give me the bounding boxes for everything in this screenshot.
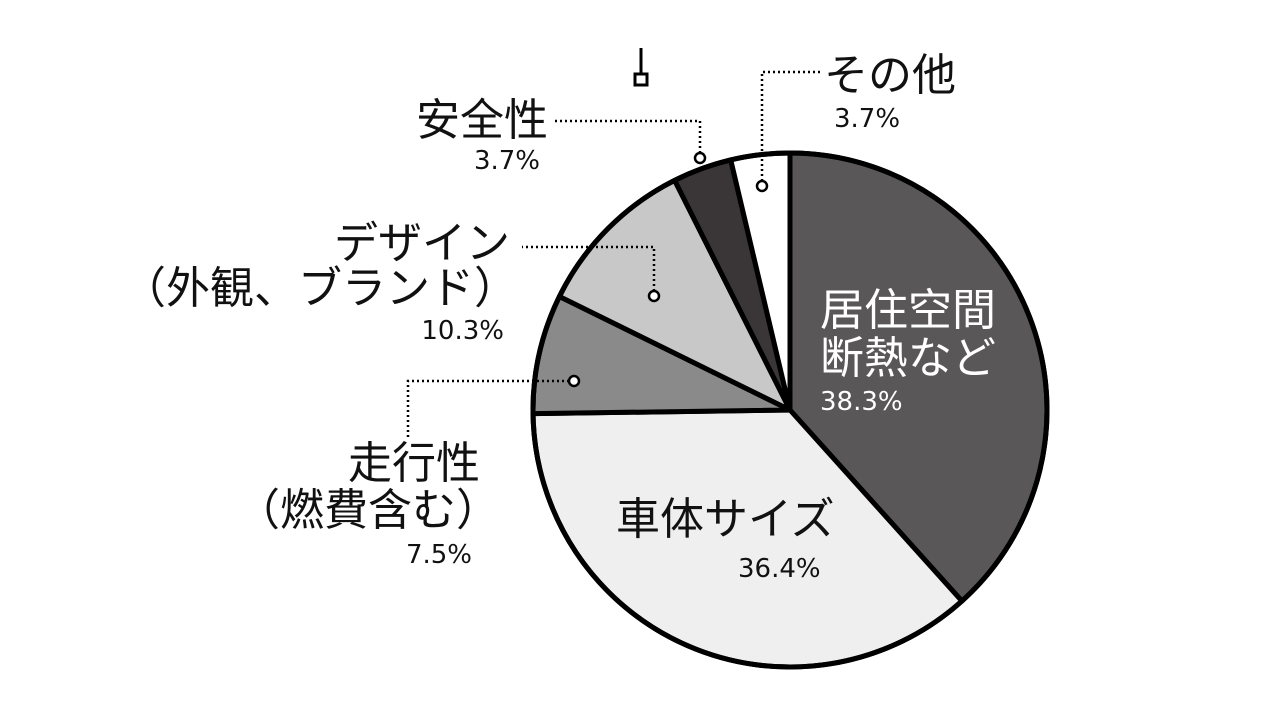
slice-label-design-line1: デザイン: [334, 218, 510, 269]
slice-label-body-size: 車体サイズ: [616, 494, 835, 545]
slice-value-safety: 3.7%: [474, 146, 540, 176]
leader-dot-design: [647, 289, 661, 303]
slice-label-driving-line1: 走行性: [348, 438, 480, 489]
small-mark: [633, 48, 649, 87]
leader-dot-safety: [693, 151, 707, 165]
slice-labels: 居住空間 断熱など 38.3% 車体サイズ 36.4% 走行性 （燃費含む） 7…: [122, 50, 996, 584]
slice-label-living-line2: 断熱など: [820, 333, 996, 384]
slice-value-driving: 7.5%: [406, 540, 472, 570]
leader-line-design: [522, 245, 656, 296]
leader-dot-driving: [567, 374, 581, 388]
slice-label-living-line1: 居住空間: [820, 285, 996, 336]
leader-lines: [406, 70, 820, 438]
leader-line-driving: [406, 379, 574, 438]
slice-value-living: 38.3%: [820, 387, 903, 417]
pie-outline: [530, 150, 1050, 670]
slice-label-other: その他: [824, 50, 956, 101]
leader-dot-other: [755, 179, 769, 193]
slice-label-safety: 安全性: [416, 95, 548, 146]
slice-label-driving-line2: （燃費含む）: [236, 485, 500, 536]
leader-line-safety: [555, 119, 702, 158]
slice-value-design: 10.3%: [421, 316, 504, 346]
slice-value-other: 3.7%: [834, 104, 900, 134]
slice-label-design-line2: （外観、ブランド）: [122, 263, 518, 314]
slice-value-body-size: 36.4%: [738, 554, 821, 584]
pie-slices: [530, 150, 1050, 670]
